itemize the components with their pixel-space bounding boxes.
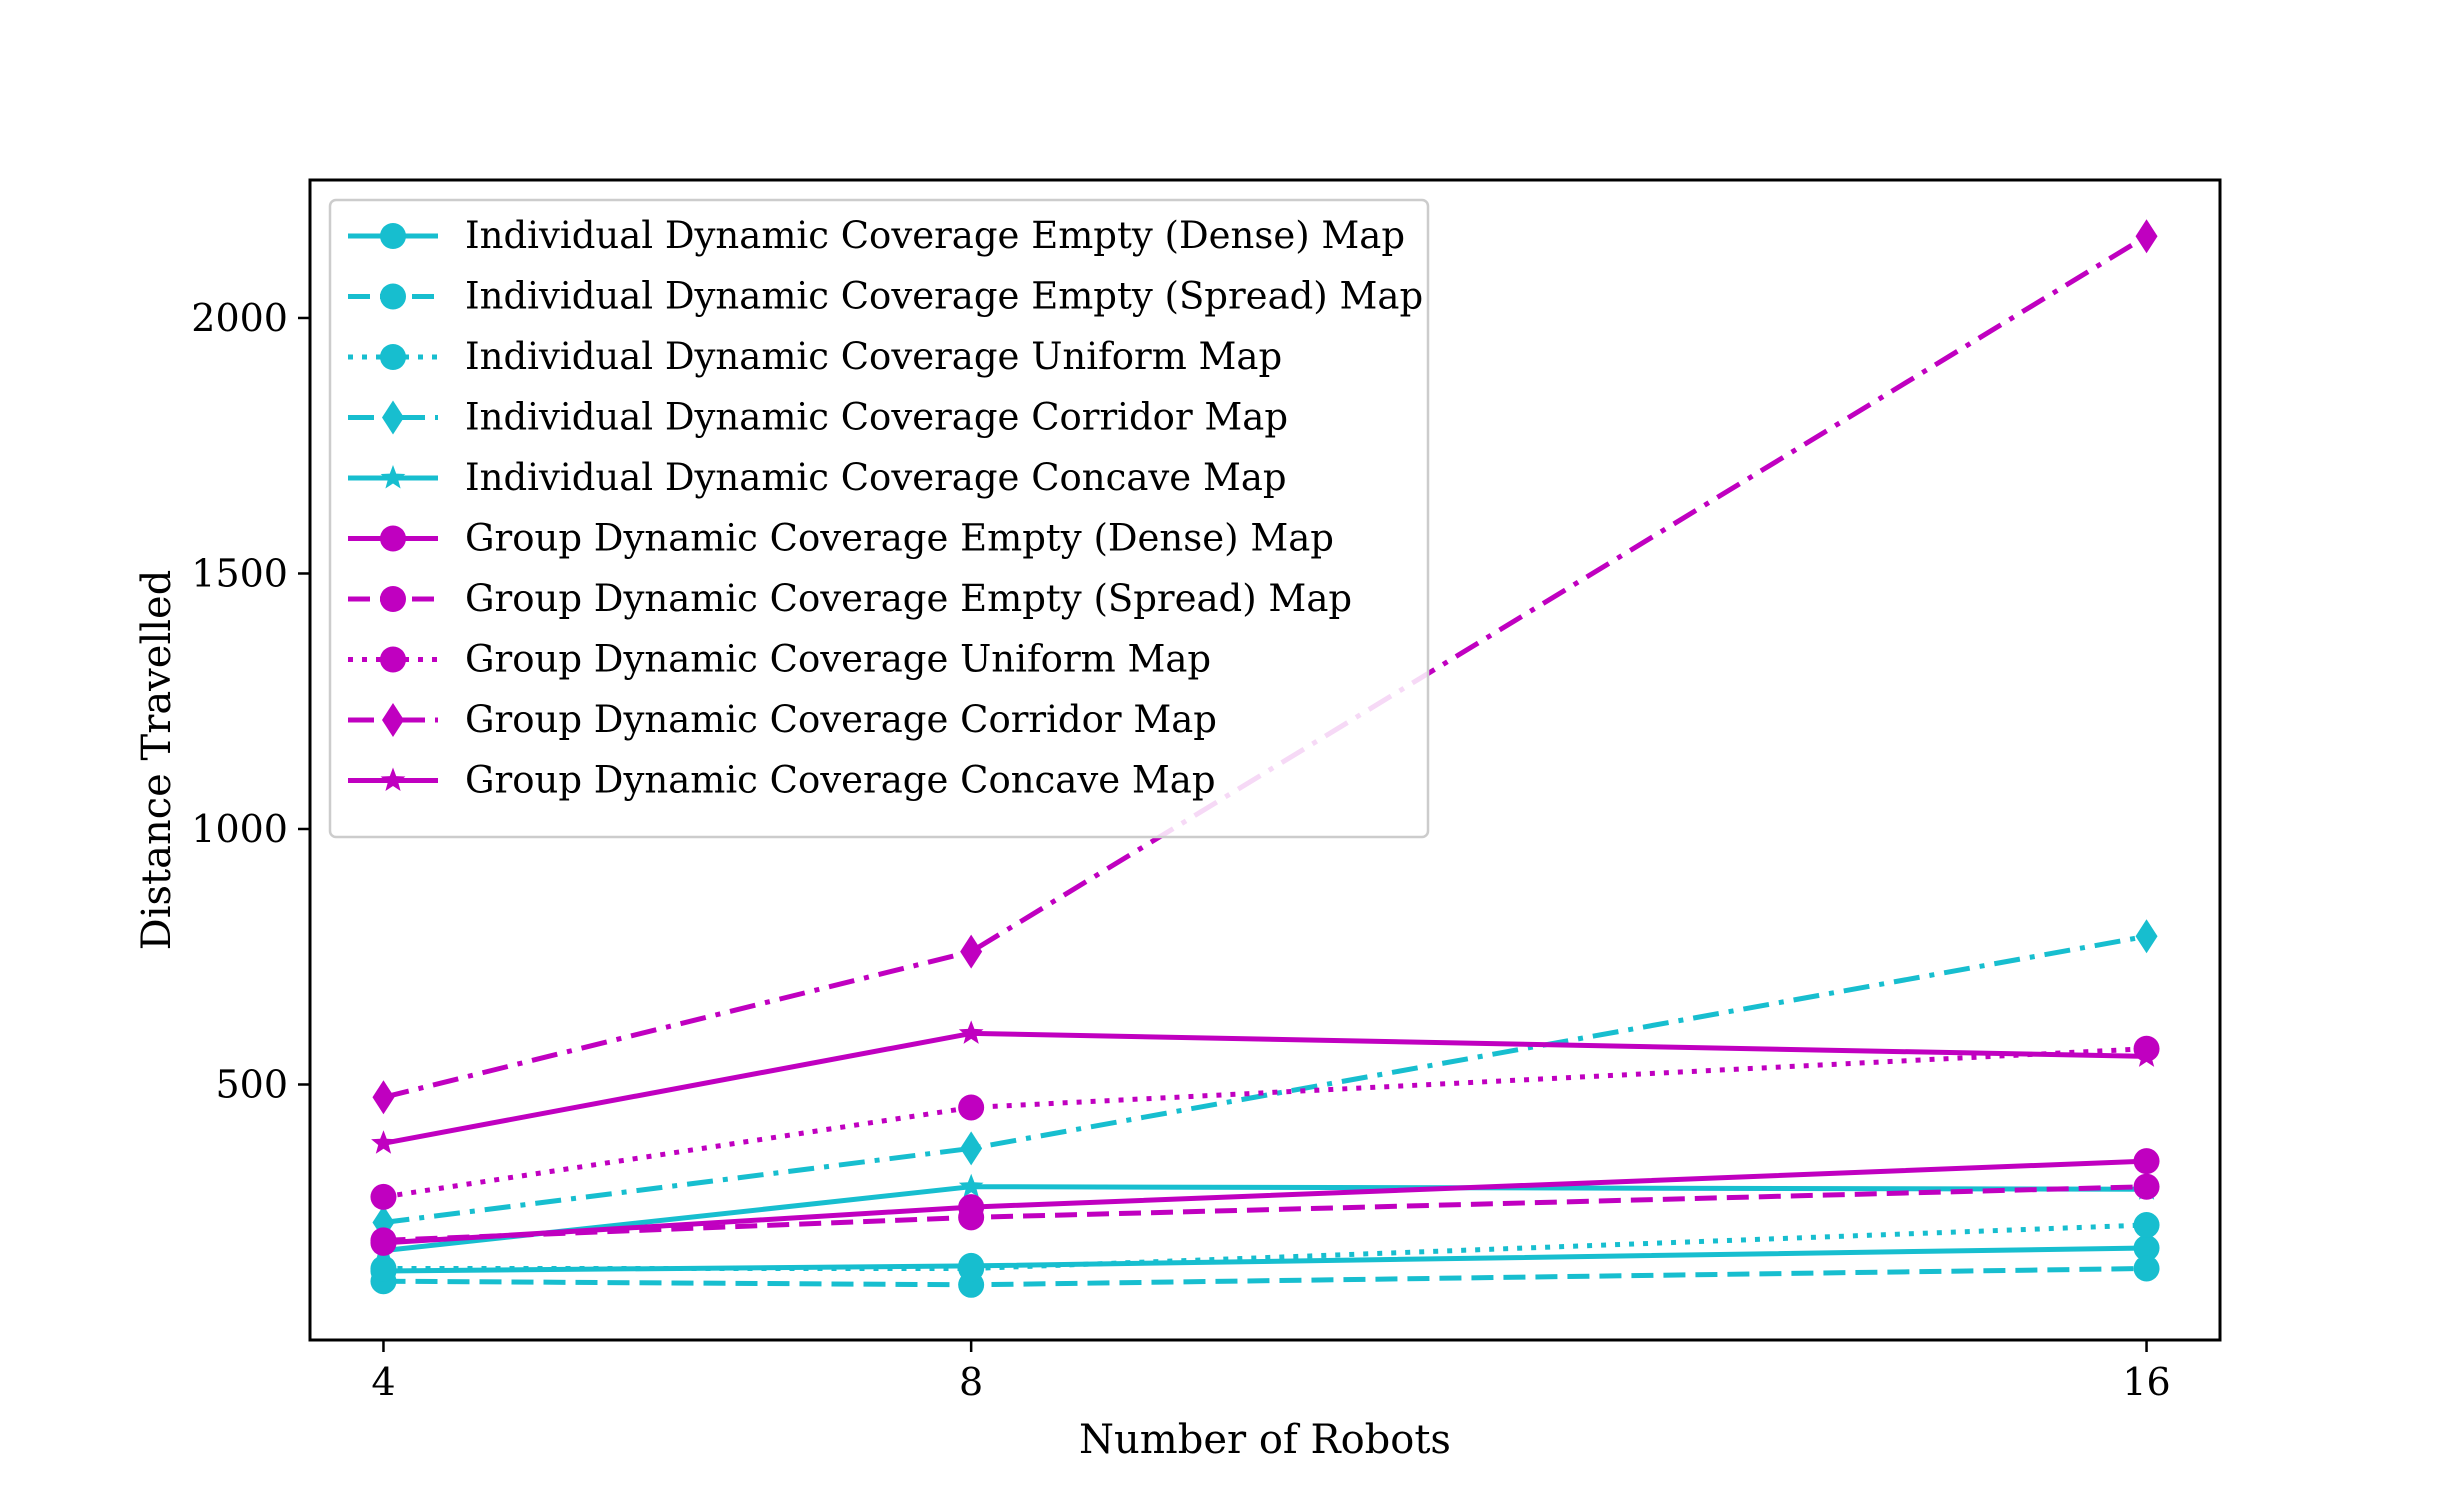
y-tick-label: 1500 — [191, 551, 288, 595]
data-point — [2134, 1043, 2159, 1067]
legend-marker — [382, 400, 404, 435]
legend-marker — [380, 344, 406, 370]
series-line — [383, 1245, 2147, 1274]
data-point — [2133, 1148, 2160, 1175]
legend-marker — [380, 586, 406, 612]
legend-entry: Group Dynamic Coverage Empty (Dense) Map — [348, 517, 1334, 560]
legend-marker — [380, 646, 406, 673]
x-tick-label: 8 — [959, 1360, 983, 1404]
legend-label: Group Dynamic Coverage Uniform Map — [465, 638, 1211, 681]
legend-entry: Individual Dynamic Coverage Empty (Dense… — [348, 214, 1405, 257]
series-line — [383, 933, 2147, 1225]
series-9 — [372, 219, 2158, 1115]
legend-entry: Individual Dynamic Coverage Empty (Sprea… — [348, 275, 1423, 318]
legend-entry: Group Dynamic Coverage Corridor Map — [348, 698, 1217, 741]
data-point — [960, 934, 983, 969]
series-7 — [370, 1173, 2160, 1254]
data-point — [958, 1020, 984, 1044]
series-8 — [370, 1035, 2160, 1210]
series-5 — [371, 1173, 2159, 1262]
legend-label: Group Dynamic Coverage Concave Map — [465, 759, 1216, 802]
legend-entry: Group Dynamic Coverage Empty (Spread) Ma… — [348, 577, 1352, 620]
legend-label: Individual Dynamic Coverage Uniform Map — [465, 335, 1282, 378]
legend-marker — [380, 465, 406, 489]
x-axis-label: Number of Robots — [1079, 1417, 1451, 1463]
series-1 — [370, 1235, 2160, 1285]
series-10 — [371, 1020, 2159, 1154]
y-tick-label: 500 — [215, 1062, 288, 1106]
data-point — [958, 1204, 985, 1231]
legend-label: Individual Dynamic Coverage Empty (Dense… — [465, 214, 1405, 257]
data-point — [370, 1227, 397, 1254]
legend-entry: Individual Dynamic Coverage Concave Map — [348, 456, 1287, 499]
legend-label: Individual Dynamic Coverage Corridor Map — [465, 396, 1288, 439]
legend: Individual Dynamic Coverage Empty (Dense… — [328, 198, 1430, 839]
data-point — [370, 1255, 397, 1282]
data-point — [958, 1173, 984, 1198]
data-point — [370, 1183, 397, 1210]
data-point — [2135, 219, 2158, 254]
data-point — [960, 1131, 983, 1166]
legend-entry: Group Dynamic Coverage Concave Map — [348, 759, 1216, 802]
legend-label: Group Dynamic Coverage Empty (Dense) Map — [465, 517, 1334, 560]
legend-marker — [380, 223, 406, 249]
legend-label: Group Dynamic Coverage Corridor Map — [465, 698, 1217, 741]
legend-entry: Group Dynamic Coverage Uniform Map — [348, 638, 1211, 681]
legend-marker — [380, 283, 406, 310]
y-tick-label: 1000 — [191, 807, 288, 851]
series-line — [383, 1030, 2147, 1146]
series-3 — [370, 1212, 2160, 1282]
data-point — [2133, 1235, 2160, 1262]
data-point — [2133, 1255, 2160, 1282]
legend-label: Group Dynamic Coverage Empty (Spread) Ma… — [465, 577, 1352, 620]
series-line — [383, 1046, 2147, 1200]
data-point — [2133, 1212, 2160, 1239]
data-point — [958, 1255, 985, 1282]
legend-entry: Individual Dynamic Coverage Corridor Map — [348, 396, 1288, 439]
data-point — [372, 1080, 395, 1115]
data-point — [2135, 919, 2158, 954]
legend-marker — [382, 703, 404, 737]
legend-label: Individual Dynamic Coverage Empty (Sprea… — [465, 275, 1423, 318]
data-point — [2133, 1173, 2160, 1200]
legend-entry: Individual Dynamic Coverage Uniform Map — [348, 335, 1282, 378]
y-axis-label: Distance Travelled — [134, 570, 180, 951]
x-tick-label: 16 — [2122, 1360, 2170, 1404]
y-tick-label: 2000 — [191, 296, 288, 340]
legend-label: Individual Dynamic Coverage Concave Map — [465, 456, 1287, 499]
x-tick-label: 4 — [371, 1360, 395, 1404]
legend-box — [328, 198, 1430, 839]
data-point — [371, 1130, 396, 1154]
legend-marker — [380, 767, 406, 791]
data-point — [958, 1094, 985, 1121]
legend-marker — [380, 525, 406, 552]
plot-frame — [308, 178, 2222, 1342]
series-6 — [370, 1148, 2160, 1256]
